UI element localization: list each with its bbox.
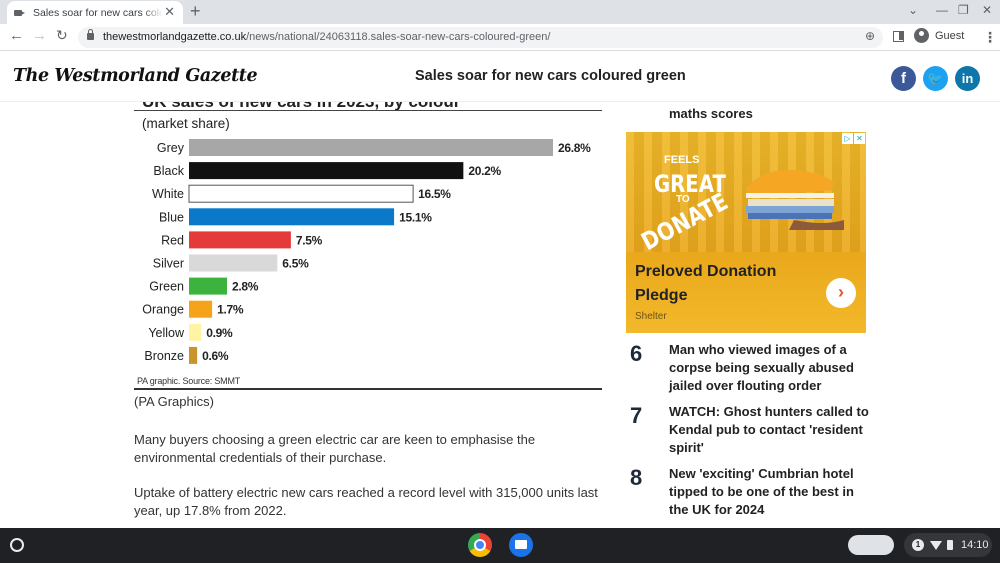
files-icon[interactable] (509, 533, 533, 557)
twitter-icon[interactable]: 🐦 (923, 66, 948, 91)
category-label: Bronze (144, 349, 184, 363)
ad-chevron-right-icon[interactable]: › (826, 278, 856, 308)
browser-tab[interactable]: Sales soar for new cars coloured green ✕ (7, 1, 183, 24)
rank-number: 7 (630, 403, 643, 428)
advert-banner[interactable]: ▷ ✕ FEELS GREAT TO DONATE Preloved Donati… (626, 132, 866, 333)
value-label: 26.8% (558, 141, 591, 155)
chart-title: UK sales of new cars in 2023, by colour (142, 102, 460, 112)
bar-green (189, 277, 228, 295)
category-label: Orange (142, 303, 184, 317)
omnibox[interactable]: thewestmorlandgazette.co.uk/news/nationa… (78, 27, 883, 48)
bar-black (189, 162, 464, 180)
bar-silver (189, 254, 278, 272)
category-label: White (152, 187, 184, 201)
wifi-icon (930, 540, 942, 550)
close-window-icon[interactable]: ✕ (982, 3, 993, 17)
restore-icon[interactable]: ❐ (958, 3, 969, 17)
bar-white (188, 184, 414, 203)
value-label: 20.2% (468, 164, 501, 178)
tab-strip: Sales soar for new cars coloured green ✕… (0, 0, 1000, 24)
value-label: 2.8% (232, 280, 259, 294)
minimize-icon[interactable]: — (936, 3, 948, 17)
reload-icon[interactable]: ↻ (56, 27, 68, 43)
chrome-icon[interactable] (468, 533, 492, 557)
value-label: 15.1% (399, 210, 432, 224)
ad-brand: Shelter (635, 311, 667, 322)
back-icon[interactable]: ← (9, 27, 24, 44)
notification-count: 1 (912, 539, 924, 551)
menu-icon[interactable]: ⋮ (983, 29, 997, 45)
tab-search-icon[interactable]: ⌄ (908, 3, 919, 17)
side-panel-icon[interactable] (893, 31, 904, 42)
rank-number: 6 (630, 341, 643, 366)
ad-background (626, 132, 866, 252)
ad-text-feels: FEELS (664, 154, 700, 166)
chart-image: UK sales of new cars in 2023, by colour … (134, 102, 602, 390)
value-label: 6.5% (282, 257, 309, 271)
new-tab-icon[interactable]: + (190, 1, 201, 21)
article-paragraph: Uptake of battery electric new cars reac… (134, 485, 598, 518)
clock: 14:10 (961, 539, 989, 551)
guest-avatar-icon (914, 28, 929, 43)
article-paragraph: Many buyers choosing a green electric ca… (134, 432, 536, 465)
header-title: Sales soar for new cars coloured green (415, 68, 686, 84)
bar-chart: Grey 26.8% Black 20.2% White 16.5% Blue 15.1% Re… (142, 139, 591, 364)
value-label: 0.6% (202, 349, 229, 363)
lock-icon[interactable] (87, 29, 94, 40)
category-label: Green (149, 280, 184, 294)
site-logo[interactable]: The Westmorland Gazette (13, 66, 258, 86)
value-label: 16.5% (418, 187, 451, 201)
bar-orange (189, 300, 213, 318)
category-label: Silver (153, 257, 184, 271)
category-label: Blue (159, 210, 184, 224)
most-read-link[interactable]: New 'exciting' Cumbrian hotel tipped to … (669, 466, 854, 517)
category-label: Yellow (148, 326, 185, 340)
facebook-icon[interactable]: f (891, 66, 916, 91)
url-text[interactable]: thewestmorlandgazette.co.uk/news/nationa… (103, 31, 551, 43)
bar-grey (189, 139, 553, 156)
bar-yellow (189, 323, 202, 341)
chart-subtitle: (market share) (142, 116, 230, 131)
linkedin-icon[interactable]: in (955, 66, 980, 91)
address-bar-row: ← → ↻ thewestmorlandgazette.co.uk/news/n… (0, 24, 1000, 51)
category-label: Black (153, 164, 184, 178)
zoom-icon[interactable]: ⊕ (864, 29, 875, 43)
most-read-link[interactable]: WATCH: Ghost hunters called to Kendal pu… (669, 404, 869, 455)
image-caption: (PA Graphics) (134, 394, 214, 409)
close-tab-icon[interactable]: ✕ (164, 4, 175, 19)
battery-icon (947, 540, 953, 550)
chart-top-rule (134, 110, 602, 111)
bar-blue (189, 208, 395, 226)
profile-button[interactable]: Guest (914, 28, 964, 43)
profile-label: Guest (935, 29, 965, 42)
most-read-link[interactable]: Man who viewed images of a corpse being … (669, 342, 854, 393)
site-header: The Westmorland Gazette Sales soar for n… (0, 52, 1000, 102)
value-label: 7.5% (296, 233, 323, 247)
category-label: Grey (157, 141, 185, 155)
value-label: 1.7% (217, 303, 244, 317)
chart-bottom-rule (134, 388, 602, 390)
holding-space-icon[interactable] (848, 535, 894, 555)
forward-icon[interactable]: → (32, 27, 47, 44)
ad-title: Preloved Donation Pledge (635, 263, 777, 304)
rank-number: 8 (630, 465, 643, 490)
category-label: Red (161, 233, 184, 247)
ad-text-to: TO (676, 194, 690, 205)
bar-bronze (189, 346, 198, 364)
sidebar-item-text[interactable]: maths scores (669, 106, 753, 121)
value-label: 0.9% (206, 326, 233, 340)
ad-text-great: GREAT (654, 170, 726, 198)
chart-source: PA graphic. Source: SMMT (137, 376, 241, 386)
status-tray[interactable]: 1 14:10 (904, 533, 992, 557)
video-favicon-icon (14, 9, 25, 16)
bar-red (189, 231, 291, 249)
os-taskbar: 1 14:10 (0, 528, 1000, 563)
shoe-and-clothes-image (746, 169, 844, 230)
adchoices-icon[interactable]: ▷ ✕ (841, 133, 865, 144)
tab-title: Sales soar for new cars coloured green (33, 6, 163, 19)
launcher-icon[interactable] (10, 538, 24, 552)
